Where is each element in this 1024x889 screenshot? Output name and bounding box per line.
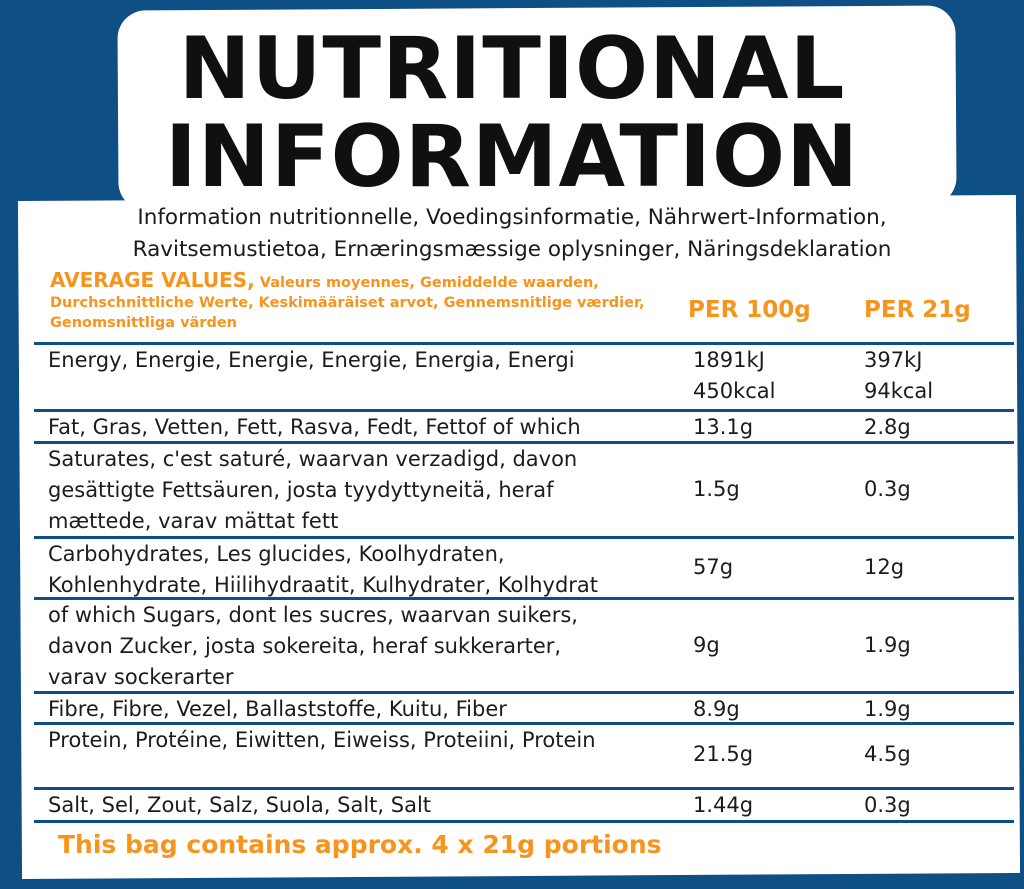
nutrient-label: Fat, Gras, Vetten, Fett, Rasva, Fedt, Fe…: [48, 412, 581, 443]
value-per-21g: 1.9g: [864, 694, 911, 725]
subtitle-line-1: Information nutritionnelle, Voedingsinfo…: [137, 205, 887, 230]
nutrient-label-line: Carbohydrates, Les glucides, Koolhydrate…: [48, 542, 505, 566]
row-divider: [34, 722, 1014, 725]
row-divider: [34, 409, 1014, 412]
value-per-100g-line: 1891kJ: [693, 348, 765, 372]
value-per-21g: 1.9g: [864, 630, 911, 661]
value-per-21g: 397kJ 94kcal: [864, 345, 933, 407]
page-title-line-2: INFORMATION: [164, 107, 860, 207]
nutrient-label: Salt, Sel, Zout, Salz, Suola, Salt, Salt: [48, 790, 431, 821]
nutrient-label-line: Energy, Energie, Energie, Energie, Energ…: [48, 348, 575, 372]
row-divider: [34, 441, 1014, 444]
value-per-100g: 21.5g: [693, 739, 753, 770]
nutrient-label-line: Salt, Sel, Zout, Salz, Suola, Salt, Salt: [48, 793, 432, 817]
value-per-100g: 1.5g: [693, 474, 740, 505]
value-per-100g: 1891kJ 450kcal: [693, 345, 776, 407]
value-per-100g-line: 57g: [693, 555, 734, 579]
value-per-21g-line: 397kJ: [864, 348, 923, 372]
nutrient-label: Carbohydrates, Les glucides, Koolhydrate…: [48, 539, 598, 601]
value-per-21g-line: 4.5g: [864, 742, 911, 766]
column-header-per-100g: PER 100g: [688, 297, 811, 323]
value-per-21g: 0.3g: [864, 790, 911, 821]
row-divider: [34, 342, 1014, 345]
nutrient-label-line: of which Sugars, dont les sucres, waarva…: [48, 603, 578, 627]
value-per-21g: 4.5g: [864, 739, 911, 770]
average-values-heading: AVERAGE VALUES, Valeurs moyennes, Gemidd…: [50, 270, 670, 333]
row-divider: [34, 787, 1014, 790]
nutrient-label: Protein, Protéine, Eiwitten, Eiweiss, Pr…: [48, 725, 596, 756]
value-per-21g-line: 1.9g: [864, 697, 911, 721]
row-divider: [34, 597, 1014, 600]
value-per-21g: 2.8g: [864, 412, 911, 443]
nutrient-label: of which Sugars, dont les sucres, waarva…: [48, 600, 578, 693]
row-divider: [34, 536, 1014, 539]
value-per-21g-line: 12g: [864, 555, 905, 579]
value-per-21g: 0.3g: [864, 474, 911, 505]
nutrient-label-line: Fibre, Fibre, Vezel, Ballaststoffe, Kuit…: [48, 697, 507, 721]
average-values-translations: Valeurs moyennes, Gemiddelde waarden, Du…: [50, 275, 645, 331]
nutrient-label: Fibre, Fibre, Vezel, Ballaststoffe, Kuit…: [48, 694, 507, 725]
value-per-100g: 9g: [693, 630, 720, 661]
nutrient-label-line: Fat, Gras, Vetten, Fett, Rasva, Fedt, Fe…: [48, 415, 581, 439]
value-per-100g-line: 1.5g: [693, 477, 740, 501]
nutrient-label-line: varav sockerarter: [48, 665, 234, 689]
value-per-21g: 12g: [864, 552, 904, 583]
portion-note: This bag contains approx. 4 x 21g portio…: [58, 830, 662, 859]
value-per-21g-line: 0.3g: [864, 793, 911, 817]
value-per-100g: 13.1g: [693, 412, 753, 443]
nutrient-label-line: Saturates, c'est saturé, waarvan verzadi…: [48, 447, 578, 471]
page-title-line-1: NUTRITIONAL: [178, 19, 846, 119]
nutrient-label-line: gesättigte Fettsäuren, josta tyydyttynei…: [48, 478, 554, 502]
row-divider: [34, 691, 1014, 694]
nutrient-label: Energy, Energie, Energie, Energie, Energ…: [48, 345, 575, 376]
value-per-100g-line: 9g: [693, 633, 720, 657]
value-per-100g: 8.9g: [693, 694, 740, 725]
nutrient-label: Saturates, c'est saturé, waarvan verzadi…: [48, 444, 577, 537]
nutrient-label-line: Kohlenhydrate, Hiilihydraatit, Kulhydrat…: [48, 573, 599, 597]
value-per-100g: 1.44g: [693, 790, 753, 821]
value-per-100g: 57g: [693, 552, 733, 583]
column-header-per-21g: PER 21g: [864, 297, 971, 323]
value-per-100g-line: 13.1g: [693, 415, 754, 439]
subtitle: Information nutritionnelle, Voedingsinfo…: [0, 202, 1024, 266]
subtitle-line-2: Ravitsemustietoa, Ernæringsmæssige oplys…: [132, 237, 892, 262]
row-divider: [34, 820, 1014, 823]
value-per-21g-line: 0.3g: [864, 477, 911, 501]
value-per-21g-line: 2.8g: [864, 415, 911, 439]
nutrient-label-line: davon Zucker, josta sokereita, heraf suk…: [48, 634, 562, 658]
value-per-100g-line: 1.44g: [693, 793, 754, 817]
value-per-21g-line: 1.9g: [864, 633, 911, 657]
value-per-21g-line: 94kcal: [864, 379, 934, 403]
nutrient-label-line: mættede, varav mättat fett: [48, 509, 339, 533]
value-per-100g-line: 450kcal: [693, 379, 776, 403]
value-per-100g-line: 21.5g: [693, 742, 754, 766]
nutrient-label-line: Protein, Protéine, Eiwitten, Eiweiss, Pr…: [48, 728, 596, 752]
value-per-100g-line: 8.9g: [693, 697, 740, 721]
average-values-main: AVERAGE VALUES,: [50, 268, 255, 292]
